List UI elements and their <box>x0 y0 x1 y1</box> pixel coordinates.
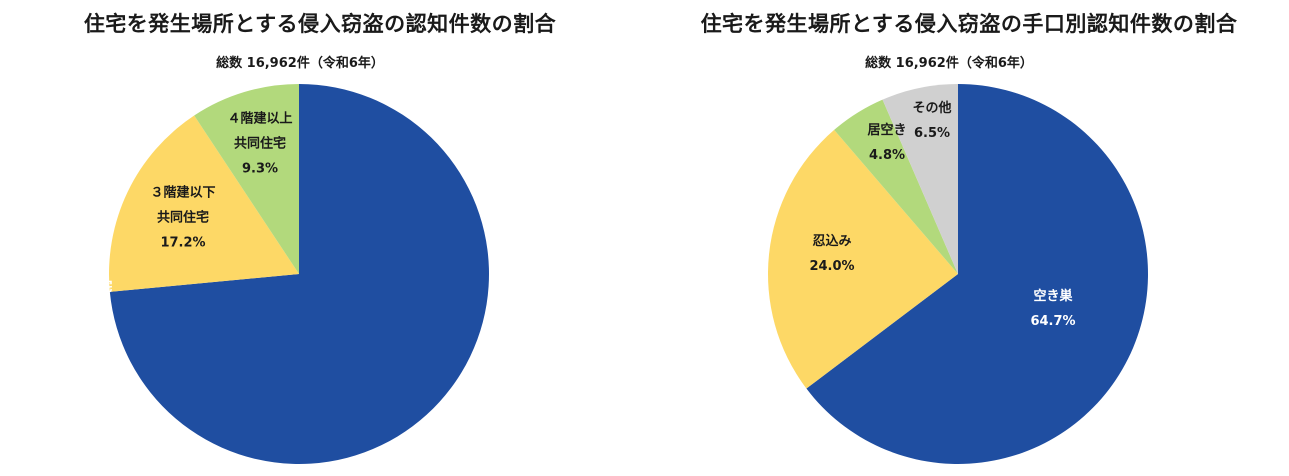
chart-panel-left: 住宅を発生場所とする侵入窃盗の認知件数の割合 総数 16,962件（令和6年） … <box>0 0 640 476</box>
slice-category-label: 忍込み <box>812 233 851 249</box>
chart-panel-right: 住宅を発生場所とする侵入窃盗の手口別認知件数の割合 総数 16,962件（令和6… <box>649 0 1289 476</box>
slice-value-label: 24.0% <box>809 259 854 274</box>
pie-slice <box>194 84 299 274</box>
pie-slice <box>834 99 958 274</box>
pie-slice <box>108 115 299 292</box>
pie-slice <box>806 84 1148 464</box>
chart-subtitle: 総数 16,962件（令和6年） <box>216 56 384 71</box>
pie-slice <box>882 84 958 274</box>
pie-slice <box>768 129 958 389</box>
pie-slice <box>109 84 489 465</box>
slice-value-label: 6.5% <box>914 126 950 141</box>
chart-title: 住宅を発生場所とする侵入窃盗の手口別認知件数の割合 <box>700 12 1238 36</box>
chart-title: 住宅を発生場所とする侵入窃盗の認知件数の割合 <box>83 12 557 36</box>
slice-value-label: 64.7% <box>1030 314 1075 329</box>
slice-category-label: その他 <box>912 100 951 116</box>
slice-category-label: 居空き <box>867 122 906 138</box>
chart-subtitle: 総数 16,962件（令和6年） <box>865 56 1033 71</box>
slice-category-label: 一戸建住宅 <box>47 279 112 295</box>
slice-category-label: 共同住宅 <box>234 136 286 152</box>
slice-category-label: 空き巣 <box>1033 288 1073 304</box>
slice-value-label: 17.2% <box>160 236 205 251</box>
slice-value-label: 9.3% <box>242 162 278 177</box>
pie-chart: 空き巣 64.7% 忍込み 24.0% 居空き 4.8% その他 6.5% <box>768 84 1148 464</box>
slice-category-label: ４階建以上 <box>227 111 292 127</box>
slice-value-label: 73.5% <box>57 305 102 320</box>
slice-category-label: 共同住宅 <box>157 210 209 226</box>
slice-value-label: 4.8% <box>869 148 905 163</box>
slice-category-label: ３階建以下 <box>150 185 215 201</box>
